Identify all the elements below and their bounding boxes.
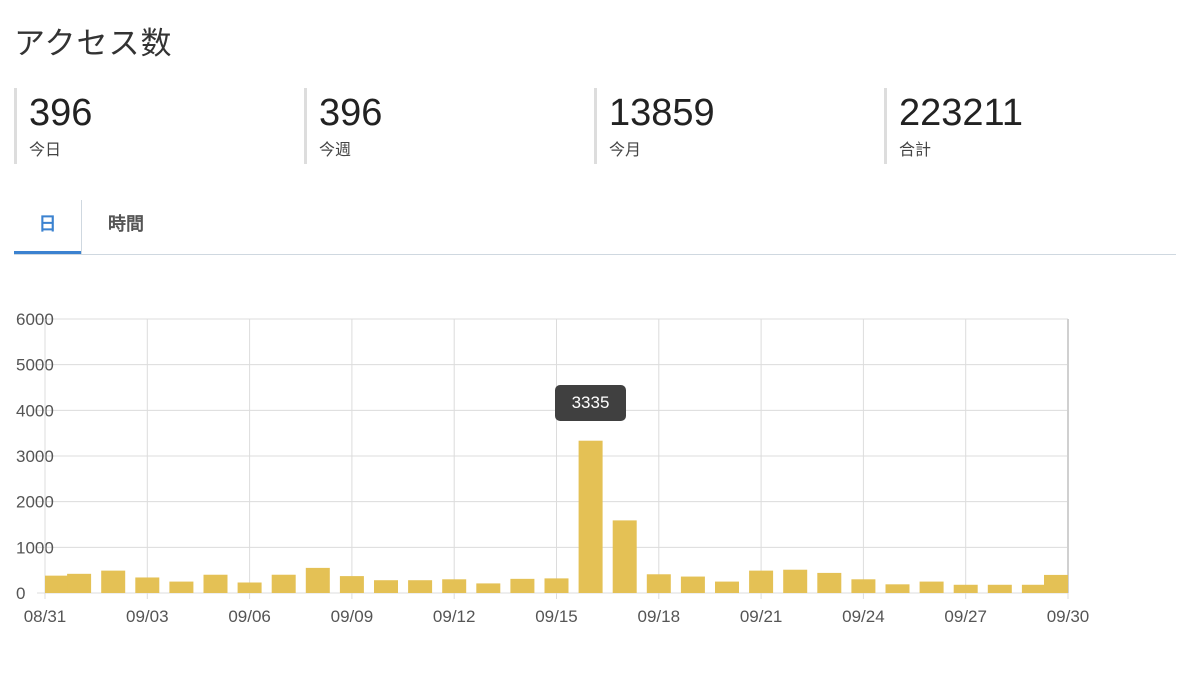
x-tick-label: 09/27 <box>944 607 987 626</box>
x-tick-label: 09/09 <box>331 607 374 626</box>
bar <box>885 584 910 593</box>
bar <box>1021 584 1046 593</box>
x-tick-label: 09/06 <box>228 607 271 626</box>
bar <box>203 574 228 593</box>
bar <box>953 584 978 593</box>
bar <box>101 570 126 593</box>
stat-total-label: 合計 <box>899 140 932 159</box>
stat-week-label: 今週 <box>319 140 352 159</box>
bar <box>612 520 637 593</box>
bar <box>578 440 603 593</box>
y-tick-label: 3000 <box>16 447 54 466</box>
bar <box>783 569 808 593</box>
y-tick-label: 5000 <box>16 356 54 375</box>
bar <box>987 584 1012 593</box>
x-tick-label: 09/30 <box>1047 607 1090 626</box>
y-tick-label: 2000 <box>16 493 54 512</box>
stat-month: 13859 今月 <box>594 88 715 164</box>
bar <box>544 578 569 593</box>
bar <box>374 580 398 593</box>
tab-divider <box>81 200 82 254</box>
stat-today-value: 396 <box>29 92 93 134</box>
bar <box>442 579 467 593</box>
period-tabs: 日 時間 <box>14 198 1176 255</box>
tab-day[interactable]: 日 <box>14 198 81 254</box>
access-bar-chart: 0 1000 2000 3000 4000 5000 6000 08/31 09/03 09/06… <box>16 310 1090 626</box>
bar <box>851 579 876 593</box>
tab-hour[interactable]: 時間 <box>108 214 144 235</box>
page-title: アクセス数 <box>14 26 173 62</box>
bar-tooltip: 3335 <box>554 384 627 421</box>
bar <box>680 576 705 593</box>
x-tick-label: 09/18 <box>638 607 681 626</box>
bar <box>45 575 69 593</box>
bar <box>646 574 671 593</box>
y-tick-label: 6000 <box>16 310 54 329</box>
bar <box>169 581 194 593</box>
x-tick-label: 09/24 <box>842 607 885 626</box>
bar <box>715 581 739 593</box>
stat-today-label: 今日 <box>29 140 62 159</box>
stats-row: 396 今日 396 今週 13859 今月 223211 合計 <box>14 88 1176 164</box>
x-tick-label: 09/12 <box>433 607 476 626</box>
y-tick-label: 1000 <box>16 538 54 557</box>
x-tick-label: 09/21 <box>740 607 783 626</box>
x-tick-label: 09/15 <box>535 607 578 626</box>
x-tick-label: 09/03 <box>126 607 169 626</box>
bar <box>305 567 330 593</box>
bar <box>408 580 433 593</box>
stat-week-value: 396 <box>319 92 383 134</box>
bar <box>510 578 535 593</box>
stat-today: 396 今日 <box>14 88 92 164</box>
stat-week: 396 今週 <box>304 88 382 164</box>
bar <box>476 583 501 593</box>
bar <box>237 582 262 593</box>
bar <box>339 576 364 593</box>
stat-month-value: 13859 <box>609 92 715 134</box>
bar <box>67 573 92 593</box>
y-tick-label: 4000 <box>16 401 54 420</box>
y-tick-label: 0 <box>16 584 25 603</box>
bar <box>919 581 944 593</box>
bar <box>271 574 296 593</box>
stat-total: 223211 合計 <box>884 88 1023 164</box>
stat-month-label: 今月 <box>609 140 642 159</box>
x-tick-label: 08/31 <box>24 607 67 626</box>
stat-total-value: 223211 <box>899 92 1023 134</box>
bar <box>749 570 774 593</box>
bar <box>1044 574 1068 593</box>
bar <box>135 577 160 593</box>
bar <box>817 572 842 593</box>
